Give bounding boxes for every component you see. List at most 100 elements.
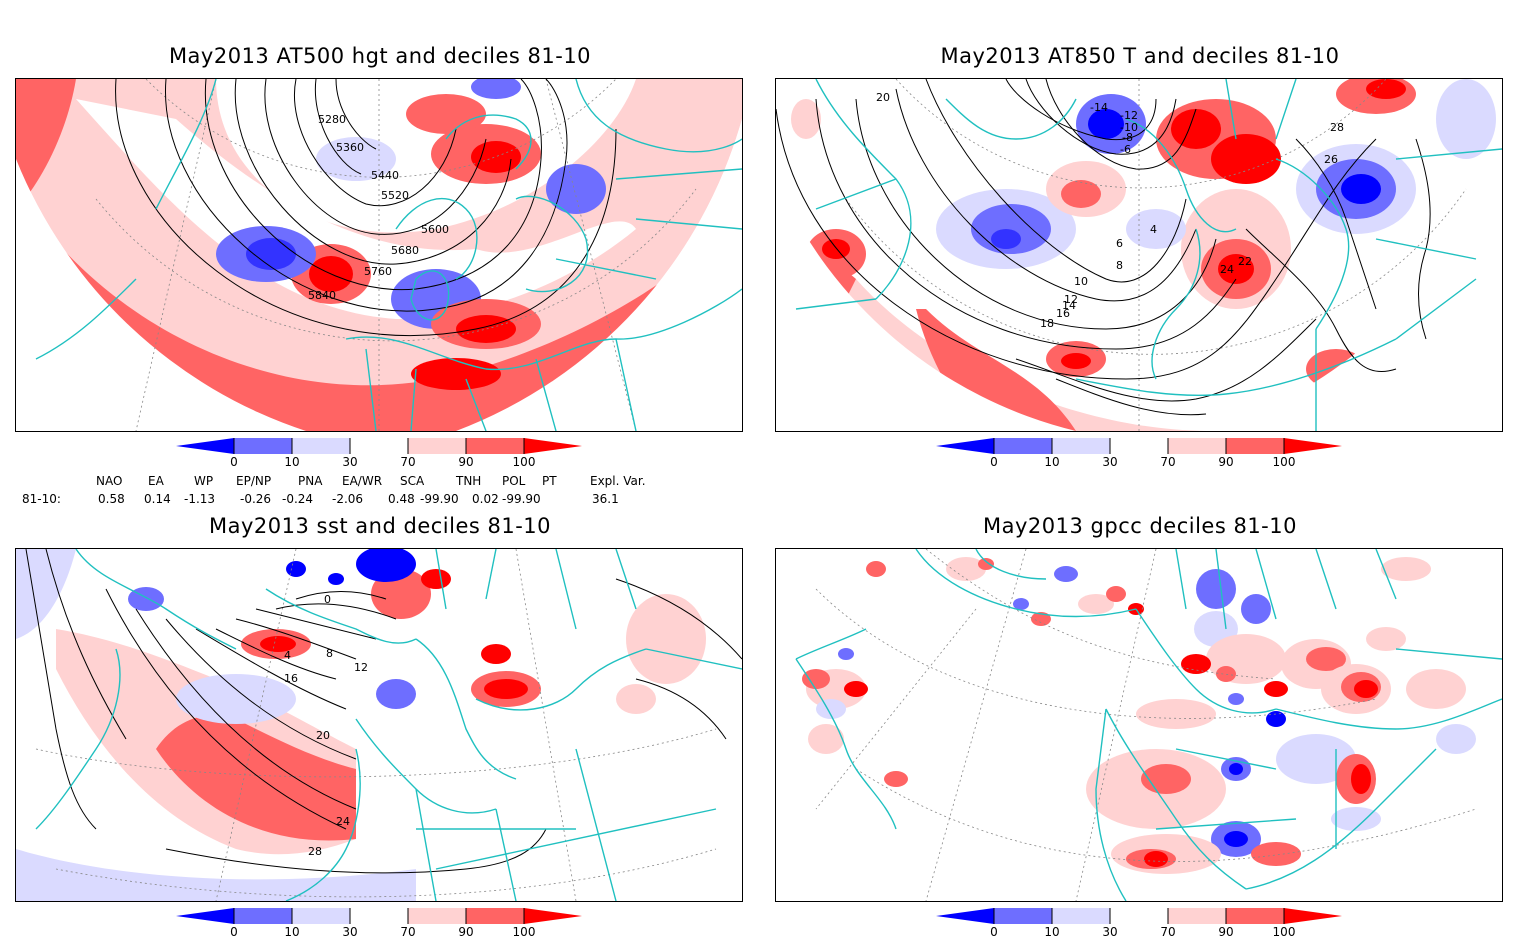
colorbar-tick: 30 xyxy=(1102,455,1118,469)
colorbar-tick: 70 xyxy=(400,455,416,469)
colorbar-tick: 10 xyxy=(284,925,300,939)
contour-label: -14 xyxy=(1090,101,1108,114)
colorbar-tick: 10 xyxy=(284,455,300,469)
index-value: 0.48 xyxy=(388,492,415,506)
colorbar-hgt500: 0 10 30 70 90 100 xyxy=(176,438,596,469)
contour-label: 4 xyxy=(1150,223,1157,236)
map-t850: -14 -12 -10 -8 -6 4 6 8 10 12 14 16 18 2… xyxy=(775,78,1503,432)
colorbar-tick: 100 xyxy=(512,925,536,939)
map-t850-canvas: -14 -12 -10 -8 -6 4 6 8 10 12 14 16 18 2… xyxy=(776,79,1502,431)
contour-label: -12 xyxy=(1120,109,1138,122)
contour-label: 5680 xyxy=(391,244,419,257)
contour-label: 8 xyxy=(1116,259,1123,272)
map-gpcc-canvas xyxy=(776,549,1502,901)
contour-label: 16 xyxy=(284,672,298,685)
contour-label: 28 xyxy=(308,845,322,858)
contour-label: 24 xyxy=(336,815,350,828)
colorbar-tick: 30 xyxy=(342,925,358,939)
contour-label: 5520 xyxy=(381,189,409,202)
index-header: SCA xyxy=(400,474,425,488)
colorbar-tick: 10 xyxy=(1044,455,1060,469)
contour-label: 5760 xyxy=(364,265,392,278)
contour-label: -8 xyxy=(1122,131,1133,144)
colorbar-tick: 100 xyxy=(1272,455,1296,469)
map-hgt500: 5280 5360 5440 5520 5600 5680 5760 5840 xyxy=(15,78,743,432)
contour-label: -10 xyxy=(1120,121,1138,134)
index-value: -99.90 xyxy=(420,492,459,506)
contour-label: 20 xyxy=(316,729,330,742)
contour-label: 16 xyxy=(1056,307,1070,320)
contour-label: 4 xyxy=(284,649,291,662)
colorbar-swatches xyxy=(936,438,1342,454)
colorbar-tick: 70 xyxy=(1160,455,1176,469)
colorbar-t850: 0 10 30 70 90 100 xyxy=(936,438,1356,469)
colorbar-swatches xyxy=(936,908,1342,924)
contour-label: 22 xyxy=(1238,255,1252,268)
index-row-label: 81-10: xyxy=(22,492,61,506)
colorbar-tick: 0 xyxy=(230,925,238,939)
colorbar-tick: 90 xyxy=(1218,925,1234,939)
index-value: -2.06 xyxy=(332,492,364,506)
colorbar-tick: 30 xyxy=(342,455,358,469)
contour-label: 6 xyxy=(1116,237,1123,250)
colorbar-tick: 10 xyxy=(1044,925,1060,939)
index-header: EA xyxy=(148,474,164,488)
contour-label: 24 xyxy=(1220,263,1234,276)
contour-label: 5280 xyxy=(318,113,346,126)
contour-label: 5600 xyxy=(421,223,449,236)
contour-label: 14 xyxy=(1062,299,1076,312)
map-gpcc xyxy=(775,548,1503,902)
map-sst-canvas: 0 4 8 12 16 20 24 28 xyxy=(16,549,742,901)
panel-title-hgt500: May2013 AT500 hgt and deciles 81-10 xyxy=(168,44,592,68)
panel-title-gpcc: May2013 gpcc deciles 81-10 xyxy=(983,514,1297,538)
contour-label: 0 xyxy=(324,593,331,606)
index-value: -99.90 xyxy=(502,492,541,506)
index-header: PNA xyxy=(298,474,323,488)
colorbar-tick: 90 xyxy=(1218,455,1234,469)
contour-label: 10 xyxy=(1074,275,1088,288)
colorbar-swatches xyxy=(176,438,582,454)
index-header: PT xyxy=(542,474,557,488)
colorbar-tick: 90 xyxy=(458,455,474,469)
index-header: EA/WR xyxy=(342,474,383,488)
colorbar-tick: 70 xyxy=(400,925,416,939)
colorbar-sst: 0 10 30 70 90 100 xyxy=(176,908,596,939)
index-value: 0.58 xyxy=(98,492,125,506)
map-hgt500-canvas: 5280 5360 5440 5520 5600 5680 5760 5840 xyxy=(16,79,742,431)
colorbar-tick: 30 xyxy=(1102,925,1118,939)
contour-label: -6 xyxy=(1120,143,1131,156)
index-value: -0.24 xyxy=(282,492,314,506)
colorbar-tick: 0 xyxy=(990,925,998,939)
contour-label: 12 xyxy=(354,661,368,674)
colorbar-tick: 0 xyxy=(230,455,238,469)
panel-title-sst: May2013 sst and deciles 81-10 xyxy=(208,514,552,538)
index-header: POL xyxy=(502,474,526,488)
index-value: -1.13 xyxy=(184,492,216,506)
index-value: -0.26 xyxy=(240,492,272,506)
index-value: 0.14 xyxy=(144,492,171,506)
panel-title-t850: May2013 AT850 T and deciles 81-10 xyxy=(940,44,1340,68)
colorbar-swatches xyxy=(176,908,582,924)
contour-label: 12 xyxy=(1064,293,1078,306)
index-value: 36.1 xyxy=(592,492,619,506)
colorbar-tick: 0 xyxy=(990,455,998,469)
colorbar-tick: 100 xyxy=(512,455,536,469)
contour-label: 26 xyxy=(1324,153,1338,166)
index-header: TNH xyxy=(456,474,482,488)
contour-label: 5440 xyxy=(371,169,399,182)
contour-label: 18 xyxy=(1040,317,1054,330)
colorbar-tick: 90 xyxy=(458,925,474,939)
contour-label: 8 xyxy=(326,647,333,660)
colorbar-tick: 100 xyxy=(1272,925,1296,939)
index-header: Expl. Var. xyxy=(590,474,646,488)
contour-label: 28 xyxy=(1330,121,1344,134)
map-sst: 0 4 8 12 16 20 24 28 xyxy=(15,548,743,902)
contour-label: 5840 xyxy=(308,289,336,302)
index-header: EP/NP xyxy=(236,474,272,488)
contour-label: 5360 xyxy=(336,141,364,154)
contour-label: 20 xyxy=(876,91,890,104)
colorbar-tick: 70 xyxy=(1160,925,1176,939)
colorbar-gpcc: 0 10 30 70 90 100 xyxy=(936,908,1356,939)
index-header: WP xyxy=(194,474,214,488)
index-value: 0.02 xyxy=(472,492,499,506)
